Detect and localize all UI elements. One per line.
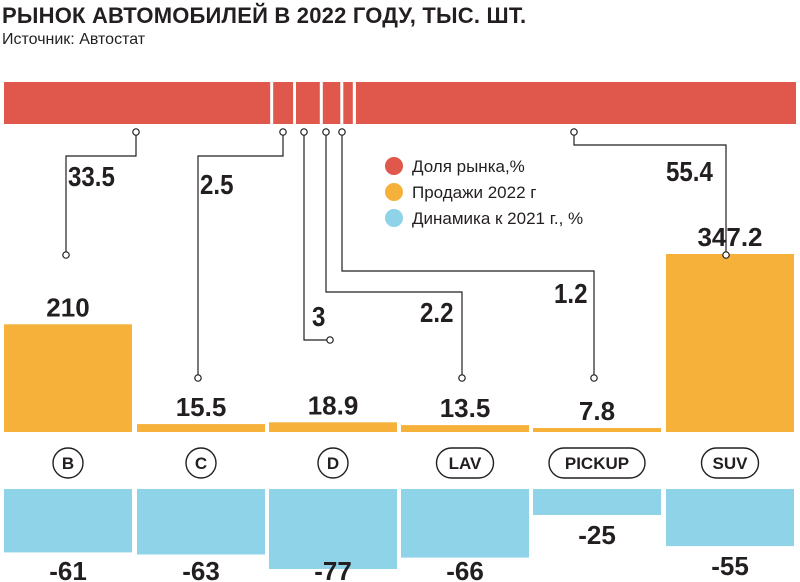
sales-label-lav: 13.5 bbox=[440, 393, 491, 423]
category-pill-pickup bbox=[548, 447, 646, 479]
category-label-d: D bbox=[327, 454, 339, 473]
leader-start-dot-d bbox=[300, 128, 308, 136]
category-pill-lav bbox=[435, 447, 495, 479]
legend-swatch-2 bbox=[385, 209, 403, 227]
leader-line-lav bbox=[325, 132, 463, 378]
sales-bar-c bbox=[137, 424, 265, 432]
chart-source: Источник: Автостат bbox=[2, 31, 146, 48]
sales-bar-pickup bbox=[533, 428, 661, 432]
category-label-b: B bbox=[62, 454, 74, 473]
category-pill-d bbox=[317, 447, 349, 479]
change-bar-suv bbox=[666, 489, 794, 547]
market-share-segment-d bbox=[296, 82, 320, 124]
leader-end-dot-pickup bbox=[590, 374, 598, 382]
category-label-pickup: PICKUP bbox=[565, 454, 629, 473]
share-label-c: 2.5 bbox=[200, 168, 233, 200]
chart-title: РЫНОК АВТОМОБИЛЕЙ В 2022 ГОДУ, ТЫС. ШТ. bbox=[2, 3, 527, 28]
change-bar-c bbox=[137, 489, 265, 555]
leader-line-b bbox=[65, 132, 137, 255]
share-label-suv: 55.4 bbox=[666, 155, 713, 187]
share-label-lav: 2.2 bbox=[420, 296, 453, 328]
sales-label-pickup: 7.8 bbox=[579, 396, 615, 426]
change-label-b: -61 bbox=[49, 556, 87, 582]
category-pill-suv bbox=[700, 447, 760, 479]
share-label-pickup: 1.2 bbox=[554, 277, 587, 309]
leader-end-dot-lav bbox=[458, 374, 466, 382]
category-label-suv: SUV bbox=[713, 454, 749, 473]
change-bar-lav bbox=[401, 489, 529, 558]
category-label-c: C bbox=[195, 454, 207, 473]
leader-line-suv bbox=[573, 132, 727, 255]
change-bar-pickup bbox=[533, 489, 661, 515]
category-label-lav: LAV bbox=[449, 454, 482, 473]
legend-label-0: Доля рынка,% bbox=[412, 157, 525, 176]
market-share-segment-pickup bbox=[343, 82, 353, 124]
leader-start-dot-lav bbox=[322, 128, 330, 136]
legend-label-1: Продажи 2022 г bbox=[412, 183, 536, 202]
market-share-segment-lav bbox=[322, 82, 341, 124]
sales-label-b: 210 bbox=[46, 292, 89, 322]
change-bar-d bbox=[269, 489, 397, 569]
sales-bar-b bbox=[4, 324, 132, 432]
leader-start-dot-pickup bbox=[338, 128, 346, 136]
leader-line-pickup bbox=[341, 132, 595, 378]
leader-start-dot-suv bbox=[570, 128, 578, 136]
sales-label-suv: 347.2 bbox=[697, 222, 762, 252]
change-label-suv: -55 bbox=[711, 551, 749, 581]
legend-label-2: Динамика к 2021 г., % bbox=[412, 209, 583, 228]
change-label-lav: -66 bbox=[446, 556, 484, 582]
leader-end-dot-suv bbox=[722, 251, 730, 259]
change-label-pickup: -25 bbox=[578, 520, 616, 550]
leader-start-dot-c bbox=[279, 128, 287, 136]
leader-end-dot-c bbox=[194, 374, 202, 382]
share-label-d: 3 bbox=[312, 300, 325, 332]
category-pill-b bbox=[52, 447, 84, 479]
leader-end-dot-b bbox=[62, 251, 70, 259]
legend-swatch-1 bbox=[385, 183, 403, 201]
market-share-segment-b bbox=[4, 82, 271, 124]
leader-start-dot-b bbox=[132, 128, 140, 136]
leader-line-c bbox=[197, 132, 284, 378]
share-label-b: 33.5 bbox=[68, 160, 115, 192]
market-share-segment-c bbox=[273, 82, 294, 124]
change-label-d: -77 bbox=[314, 556, 352, 582]
leader-end-dot-d bbox=[326, 336, 334, 344]
sales-bar-d bbox=[269, 422, 397, 432]
category-pill-c bbox=[185, 447, 217, 479]
sales-bar-suv bbox=[666, 254, 794, 432]
sales-label-d: 18.9 bbox=[308, 390, 359, 420]
market-share-segment-suv bbox=[355, 82, 796, 124]
change-label-c: -63 bbox=[182, 556, 220, 582]
sales-bar-lav bbox=[401, 425, 529, 432]
legend-swatch-0 bbox=[385, 157, 403, 175]
change-bar-b bbox=[4, 489, 132, 553]
sales-label-c: 15.5 bbox=[176, 392, 227, 422]
